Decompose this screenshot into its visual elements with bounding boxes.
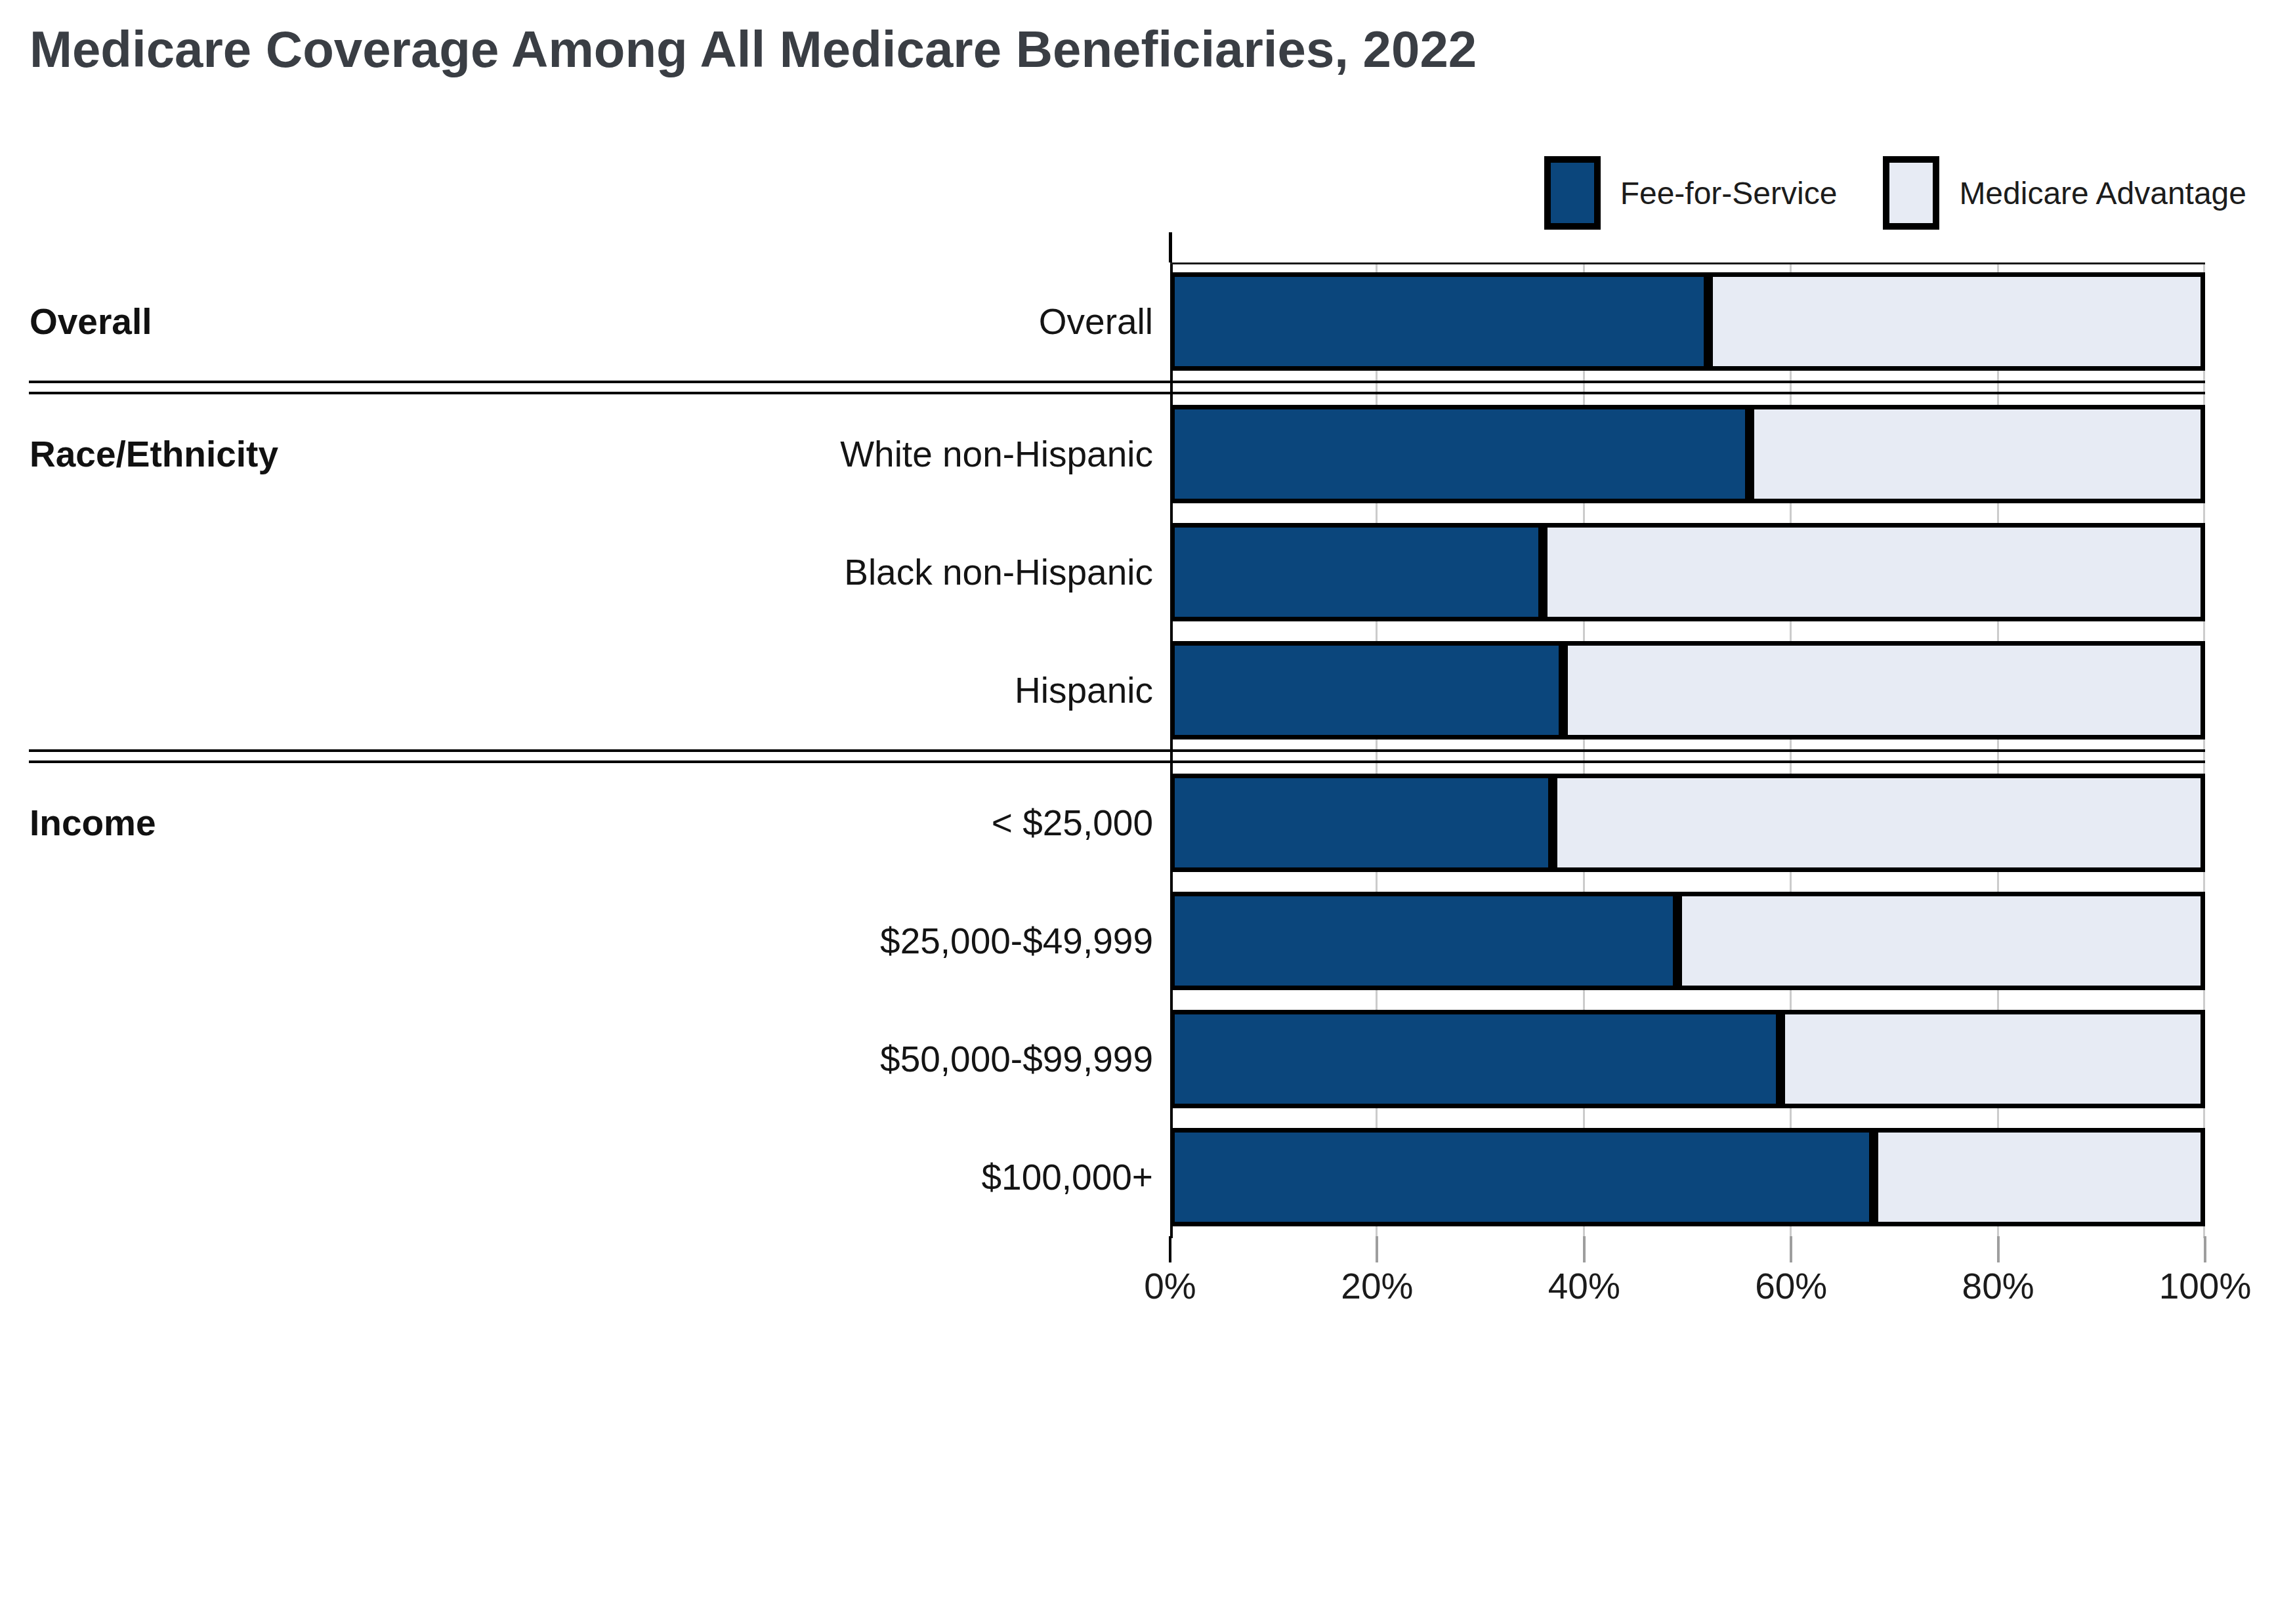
divider-line [29, 381, 2205, 394]
bar-segment-fee-for-service [1170, 1128, 1874, 1226]
bar-segment-fee-for-service [1170, 641, 1563, 739]
bar-segment-fee-for-service [1170, 892, 1677, 990]
bar-segment-medicare-advantage [1708, 272, 2205, 371]
section-divider [0, 749, 2205, 764]
tick-0 [1169, 1236, 1171, 1262]
x-axis-ticks [1170, 1236, 2205, 1264]
bar-segment-fee-for-service [1170, 272, 1708, 371]
x-tick-label: 100% [2159, 1265, 2252, 1307]
x-tick-label: 0% [1144, 1265, 1196, 1307]
bar-row-hispanic: Hispanic [0, 631, 2205, 749]
bar-row-100000-plus: $100,000+ [0, 1118, 2205, 1236]
section-divider [0, 381, 2205, 395]
tick-60 [1790, 1236, 1792, 1262]
legend-item-medicare-advantage: Medicare Advantage [1883, 156, 2246, 230]
bar-row-black-non-hispanic: Black non-Hispanic [0, 513, 2205, 631]
stacked-bar-50000-99999 [1170, 1010, 2205, 1108]
bar-row-white-non-hispanic: Race/Ethnicity White non-Hispanic [0, 395, 2205, 513]
stacked-bar-black-non-hispanic [1170, 523, 2205, 621]
bar-segment-fee-for-service [1170, 405, 1750, 503]
section-label-overall: Overall [30, 301, 152, 343]
bar-segment-medicare-advantage [1553, 774, 2205, 872]
x-tick-label: 20% [1341, 1265, 1413, 1307]
row-label: $25,000-$49,999 [0, 920, 1170, 962]
legend-label: Fee-for-Service [1620, 175, 1838, 211]
legend-label: Medicare Advantage [1959, 175, 2246, 211]
bar-segment-medicare-advantage [1543, 523, 2205, 621]
legend-item-fee-for-service: Fee-for-Service [1544, 156, 1838, 230]
x-tick-label: 40% [1548, 1265, 1620, 1307]
x-tick-label: 80% [1962, 1265, 2034, 1307]
bar-rows: Overall Overall Race/Ethnicity White non… [0, 262, 2205, 1236]
medicare-coverage-chart: Medicare Coverage Among All Medicare Ben… [0, 0, 2274, 1624]
bar-segment-medicare-advantage [1677, 892, 2205, 990]
fee-for-service-swatch [1544, 156, 1601, 230]
stacked-bar-white-non-hispanic [1170, 405, 2205, 503]
bar-segment-medicare-advantage [1750, 405, 2205, 503]
stacked-bar-overall [1170, 272, 2205, 371]
tick-20 [1376, 1236, 1378, 1262]
section-label-income: Income [30, 802, 156, 844]
divider-line [29, 749, 2205, 763]
bar-segment-fee-for-service [1170, 1010, 1780, 1108]
legend: Fee-for-Service Medicare Advantage [1544, 156, 2246, 230]
row-label: $50,000-$99,999 [0, 1038, 1170, 1080]
chart-title: Medicare Coverage Among All Medicare Ben… [30, 20, 1477, 79]
stacked-bar-under-25000 [1170, 774, 2205, 872]
row-label: < $25,000 [0, 802, 1170, 844]
stacked-bar-hispanic [1170, 641, 2205, 739]
bar-segment-fee-for-service [1170, 523, 1543, 621]
stacked-bar-25000-49999 [1170, 892, 2205, 990]
tick-40 [1583, 1236, 1586, 1262]
bar-segment-medicare-advantage [1874, 1128, 2205, 1226]
medicare-advantage-swatch [1883, 156, 1939, 230]
x-axis-tick-labels: 0% 20% 40% 60% 80% 100% [1170, 1265, 2205, 1311]
axis-top-tick [1169, 232, 1172, 262]
bar-segment-fee-for-service [1170, 774, 1553, 872]
bar-row-25000-49999: $25,000-$49,999 [0, 882, 2205, 1000]
x-tick-label: 60% [1755, 1265, 1827, 1307]
row-label: Black non-Hispanic [0, 551, 1170, 593]
stacked-bar-100000-plus [1170, 1128, 2205, 1226]
bar-row-under-25000: Income < $25,000 [0, 764, 2205, 882]
row-label: Overall [0, 301, 1170, 343]
row-label: $100,000+ [0, 1156, 1170, 1198]
tick-100 [2204, 1236, 2206, 1262]
bar-segment-medicare-advantage [1563, 641, 2205, 739]
tick-80 [1997, 1236, 2000, 1262]
bar-segment-medicare-advantage [1780, 1010, 2205, 1108]
row-label: Hispanic [0, 669, 1170, 711]
bar-row-overall: Overall Overall [0, 262, 2205, 381]
bar-row-50000-99999: $50,000-$99,999 [0, 1000, 2205, 1118]
section-label-race-ethnicity: Race/Ethnicity [30, 433, 278, 475]
